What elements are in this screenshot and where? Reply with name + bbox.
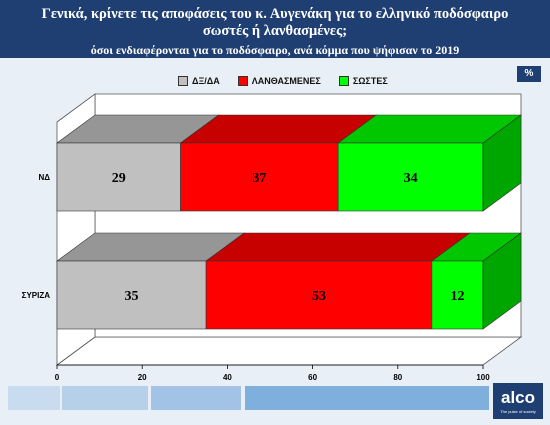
legend-swatch-sostes — [338, 76, 349, 86]
alco-logo: alco The pulse of society — [493, 383, 543, 419]
chart-legend: ΔΞ/ΔΑ ΛΑΝΘΑΣΜΕΝΕΣ ΣΩΣΤΕΣ — [178, 74, 388, 88]
data-label-1-2: 12 — [450, 289, 464, 304]
legend-label-lanthasmenes: ΛΑΝΘΑΣΜΕΝΕΣ — [251, 76, 321, 86]
bar-0-1-front — [180, 142, 339, 212]
bar-1-1-front — [205, 260, 433, 330]
legend-label-sostes: ΣΩΣΤΕΣ — [352, 76, 388, 86]
x-tick-label-2: 40 — [223, 373, 232, 382]
x-tick-label-1: 20 — [138, 373, 147, 382]
legend-swatch-lanthasmenes — [237, 76, 248, 86]
bar-0-2-side — [482, 114, 522, 212]
bar-0-2-front — [337, 142, 484, 212]
percent-badge: % — [517, 66, 541, 82]
chart-subtitle: όσοι ενδιαφέρονται για το ποδόσφαιρο, αν… — [90, 43, 460, 57]
footer-bar-1 — [8, 386, 60, 410]
header-banner: Γενικά, κρίνετε τις αποφάσεις του κ. Αυγ… — [0, 0, 550, 58]
x-tick-label-4: 80 — [393, 373, 402, 382]
data-label-1-1: 53 — [312, 289, 326, 304]
category-label-1: ΣΥΡΙΖΑ — [22, 291, 51, 300]
logo-tagline: The pulse of society — [500, 409, 536, 414]
bar-1-1-top — [205, 232, 471, 262]
legend-label-dxda: ΔΞ/ΔΑ — [192, 76, 220, 86]
footer-bar-3 — [151, 386, 241, 410]
chart-title: Γενικά, κρίνετε τις αποφάσεις του κ. Αυγ… — [41, 6, 509, 39]
footer-bar-4 — [245, 386, 489, 410]
data-label-0-0: 29 — [112, 171, 126, 186]
category-label-0: ΝΔ — [38, 173, 50, 182]
data-label-1-0: 35 — [125, 289, 139, 304]
data-label-0-1: 37 — [252, 171, 266, 186]
stacked-bar-chart: 29 37 34 ΝΔ 35 53 12 ΣΥΡΙΖΑ 0 20 40 60 80 100 — [22, 93, 523, 382]
bar-1-0-front — [56, 260, 207, 330]
bar-1-2-side — [482, 232, 522, 330]
x-tick-label-0: 0 — [55, 373, 60, 382]
bar-1-2-front — [431, 260, 484, 330]
footer-bar-2 — [62, 386, 148, 410]
x-tick-label-3: 60 — [308, 373, 317, 382]
chart-floor — [55, 336, 523, 366]
bar-0-0-front — [56, 142, 181, 212]
legend-item-sostes: ΣΩΣΤΕΣ — [338, 76, 388, 86]
logo-text: alco — [500, 388, 536, 407]
data-label-0-2: 34 — [404, 171, 418, 186]
legend-item-dxda: ΔΞ/ΔΑ — [178, 76, 220, 86]
legend-item-lanthasmenes: ΛΑΝΘΑΣΜΕΝΕΣ — [237, 76, 321, 86]
x-tick-label-5: 100 — [476, 373, 490, 382]
legend-swatch-dxda — [178, 76, 188, 86]
